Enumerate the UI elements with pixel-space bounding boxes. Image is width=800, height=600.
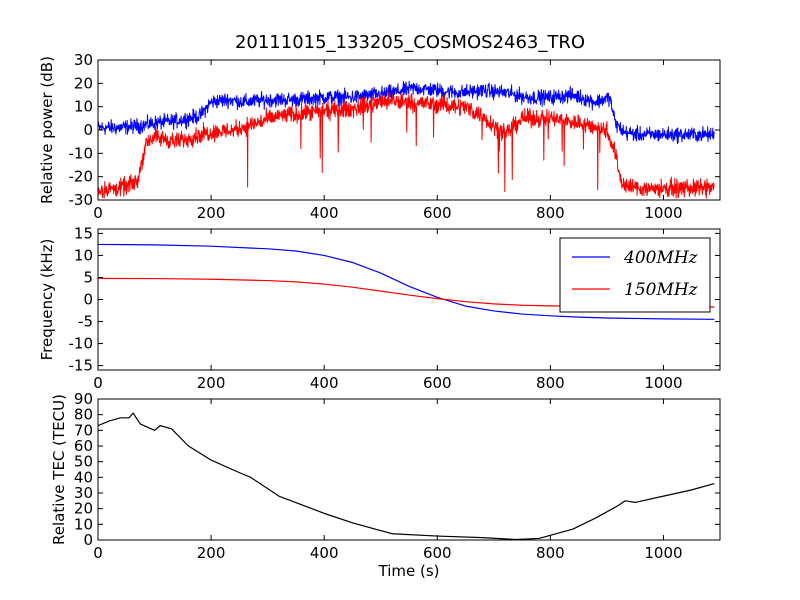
x-tick-label: 1000 <box>644 374 682 392</box>
series-line-0 <box>98 412 715 540</box>
x-tick-label: 800 <box>536 374 565 392</box>
y-tick-label: -5 <box>78 313 93 331</box>
x-tick-label: 600 <box>423 544 452 562</box>
power-panel: 0 200 400 600 800 1000 -30 -20 -10 0 10 20 30 Relativ… <box>38 51 721 222</box>
y-tick-label: -30 <box>69 191 94 209</box>
x-tick-label: 200 <box>197 204 226 222</box>
x-tick-label: 600 <box>423 204 452 222</box>
y-tick-label: 0 <box>83 291 93 309</box>
series-line-1 <box>98 91 715 199</box>
figure-title: 20111015_133205_COSMOS2463_TRO <box>235 32 585 53</box>
y-tick-label: -10 <box>69 144 94 162</box>
y-tick-label: -20 <box>69 168 94 186</box>
y-tick-label: -15 <box>69 357 94 375</box>
y-tick-label: 60 <box>74 437 93 455</box>
y-tick-label: 20 <box>74 500 93 518</box>
plot-area <box>98 80 715 199</box>
x-tick-label: 400 <box>310 544 339 562</box>
y-tick-label: 30 <box>74 484 93 502</box>
series-line-0 <box>98 243 715 320</box>
x-tick-label: 800 <box>536 544 565 562</box>
frequency-panel: 0 200 400 600 800 1000 -15 -10 -5 0 5 10 15 Frequency… <box>38 224 721 392</box>
legend: 400MHz 150MHz <box>559 237 711 313</box>
y-tick-label: -10 <box>69 335 94 353</box>
y-axis-label: Frequency (kHz) <box>38 239 56 361</box>
y-tick-label: 30 <box>74 51 93 69</box>
x-tick-label: 400 <box>310 374 339 392</box>
y-tick-label: 40 <box>74 468 93 486</box>
y-tick-label: 0 <box>83 121 93 139</box>
x-tick-label: 1000 <box>644 204 682 222</box>
x-tick-label: 600 <box>423 374 452 392</box>
y-tick-label: 0 <box>83 531 93 549</box>
y-tick-label: 10 <box>74 98 93 116</box>
x-tick-label: 1000 <box>644 544 682 562</box>
series-line-0 <box>98 80 715 145</box>
y-tick-label: 50 <box>74 453 93 471</box>
plot-area <box>98 412 715 540</box>
x-axis-label: Time (s) <box>378 562 440 580</box>
x-tick-label: 200 <box>197 374 226 392</box>
y-tick-label: 5 <box>83 268 93 286</box>
y-tick-label: 70 <box>74 421 93 439</box>
x-tick-label: 200 <box>197 544 226 562</box>
x-tick-label: 800 <box>536 204 565 222</box>
x-tick-label: 0 <box>93 374 103 392</box>
y-tick-label: 20 <box>74 74 93 92</box>
legend-entry-label: 150MHz <box>624 280 699 300</box>
y-axis-label: Relative power (dB) <box>38 56 56 204</box>
x-tick-label: 0 <box>93 544 103 562</box>
y-tick-label: 10 <box>74 246 93 264</box>
x-tick-label: 400 <box>310 204 339 222</box>
y-axis-label: Relative TEC (TECU) <box>50 394 68 545</box>
x-tick-label: 0 <box>93 204 103 222</box>
y-tick-label: 90 <box>74 390 93 408</box>
legend-entry-label: 400MHz <box>623 248 699 268</box>
y-tick-label: 15 <box>74 224 93 242</box>
y-tick-label: 80 <box>74 406 93 424</box>
y-tick-label: 10 <box>74 515 93 533</box>
axes-frame <box>97 398 721 541</box>
